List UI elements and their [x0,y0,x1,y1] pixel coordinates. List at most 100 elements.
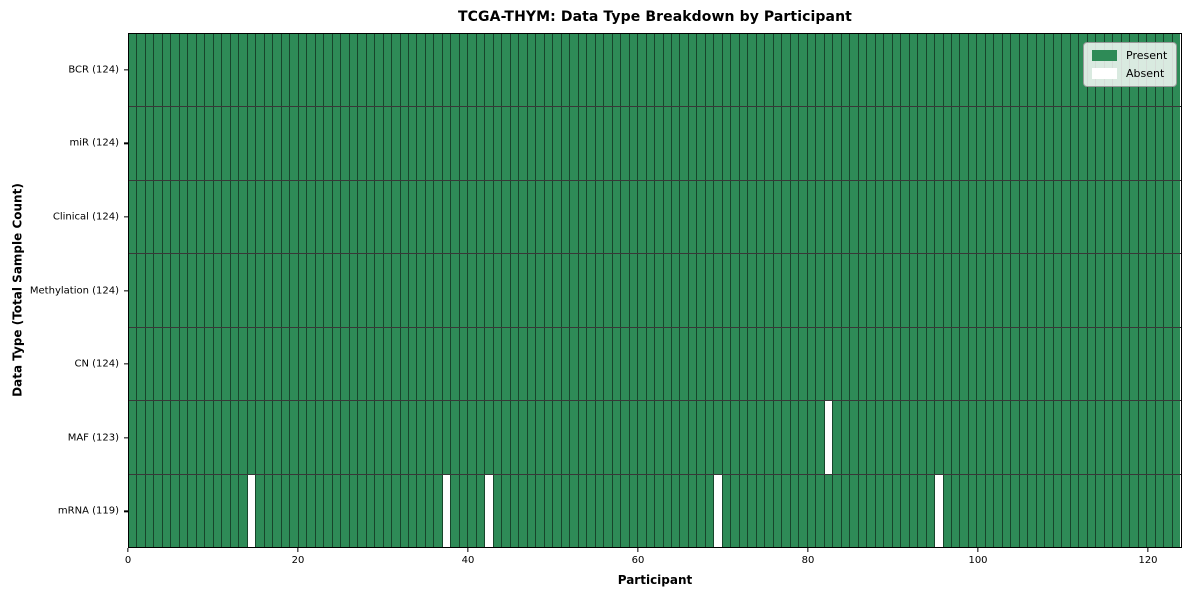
heatmap-cell [867,401,876,474]
heatmap-cell [1036,401,1046,474]
heatmap-cell [1087,327,1097,401]
heatmap-cell [680,401,689,474]
heatmap-cell [553,254,562,327]
heatmap-cell [901,107,910,180]
heatmap-cell [154,474,163,547]
heatmap-cell [722,107,732,180]
heatmap-cell [773,327,783,401]
heatmap-cell [1053,327,1063,401]
heatmap-cell [307,327,316,401]
heatmap-cell [884,107,893,180]
heatmap-cell [442,401,452,474]
heatmap-cell [1172,107,1181,180]
heatmap-cell [960,474,969,547]
heatmap-cell [799,107,808,180]
heatmap-cell [1028,401,1037,474]
heatmap-cell [188,474,197,547]
heatmap-cell [832,401,842,474]
x-tick-mark [1147,548,1149,552]
heatmap-cell [604,107,613,180]
heatmap-cell [1011,180,1020,254]
heatmap-cell [459,34,469,107]
heatmap-cell [943,401,952,474]
heatmap-cell [909,180,919,254]
heatmap-cell [909,474,919,547]
heatmap-cell [1019,107,1029,180]
heatmap-cell [935,254,944,327]
heatmap-cell [1096,327,1105,401]
heatmap-cell [850,474,859,547]
heatmap-cell [1087,474,1097,547]
heatmap-cell [451,180,460,254]
heatmap-cell [875,180,885,254]
heatmap-cell [858,474,868,547]
heatmap-cell [222,180,231,254]
heatmap-cell [492,474,503,547]
heatmap-cell [239,107,248,180]
heatmap-cell [188,327,197,401]
heatmap-cell [909,254,919,327]
heatmap-cell [425,327,435,401]
heatmap-cell [239,401,248,474]
heatmap-cell [544,327,554,401]
heatmap-cell [714,401,723,474]
heatmap-cell [247,474,256,547]
heatmap-cell [985,327,995,401]
heatmap-cell [943,327,952,401]
heatmap-cell [290,254,299,327]
heatmap-cell [867,474,876,547]
heatmap-cell [281,107,291,180]
heatmap-cell [459,254,469,327]
heatmap-cell [756,254,766,327]
heatmap-cell [1130,180,1139,254]
heatmap-cell [1087,401,1097,474]
y-tick-mark [124,69,128,71]
heatmap-cell [1062,254,1071,327]
heatmap-cell [561,34,571,107]
heatmap-cell [392,401,401,474]
heatmap-cell [850,107,859,180]
heatmap-cell [892,254,902,327]
heatmap-cell [1062,327,1071,401]
heatmap-cell [909,327,919,401]
heatmap-cell [994,180,1003,254]
heatmap-cell [799,327,808,401]
heatmap-cell [858,180,868,254]
heatmap-cell [748,180,757,254]
heatmap-cell [400,34,409,107]
heatmap-cell [858,254,868,327]
heatmap-cell [179,327,189,401]
y-tick-label-cn: CN (124) [74,358,119,370]
heatmap-cell [137,327,146,401]
heatmap-cell [561,327,571,401]
heatmap-cell [1121,327,1131,401]
heatmap-cell [179,107,189,180]
heatmap-cell [663,254,672,327]
heatmap-cell [493,401,503,474]
heatmap-cell [459,401,469,474]
heatmap-cell [561,107,571,180]
heatmap-cell [145,254,155,327]
heatmap-cell [349,401,359,474]
heatmap-cell [977,327,986,401]
heatmap-cell [782,401,791,474]
heatmap-cell [247,34,257,107]
heatmap-cell [714,254,723,327]
heatmap-cell [1028,327,1037,401]
heatmap-cell [188,107,197,180]
heatmap-cell [977,401,986,474]
heatmap-cell [1104,107,1114,180]
heatmap-cell [1002,107,1012,180]
heatmap-cell [833,34,842,107]
heatmap-cell [841,107,851,180]
heatmap-cell [239,474,248,547]
heatmap-cell [595,327,605,401]
heatmap-cell [824,254,834,327]
heatmap-cell [476,107,486,180]
heatmap-cell [154,107,163,180]
heatmap-cell [1121,401,1131,474]
heatmap-cell [502,107,511,180]
heatmap-cell [213,327,223,401]
x-tick-mark [637,548,639,552]
